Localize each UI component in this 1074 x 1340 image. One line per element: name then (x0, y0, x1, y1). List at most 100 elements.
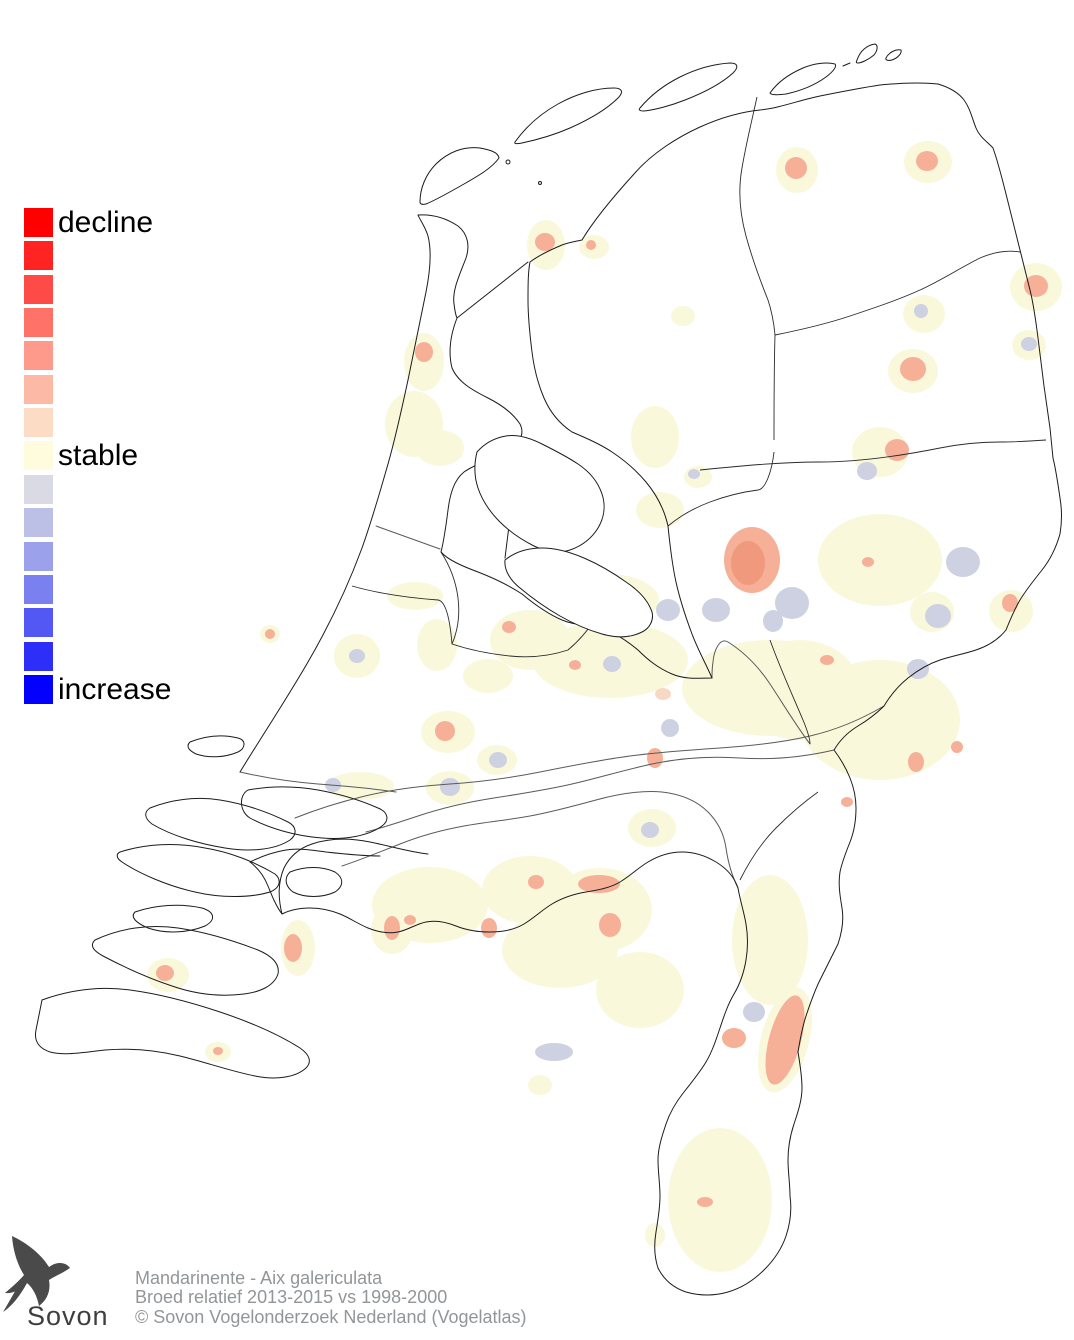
sovon-logo (3, 1236, 70, 1312)
trend-blob (645, 1223, 665, 1247)
afsluitdijk (456, 261, 529, 319)
legend-label: increase (58, 672, 172, 706)
river-waal (294, 705, 885, 819)
brabant-west-coast (278, 838, 429, 915)
trend-blob (785, 157, 807, 179)
islet-rottum (885, 49, 902, 61)
island-noord-beveland (132, 904, 213, 933)
trend-blob (697, 1197, 713, 1207)
trend-blob (265, 629, 275, 639)
legend-swatch (24, 241, 53, 271)
legend-item: decline (24, 206, 154, 239)
border-drenthe-overijssel (699, 439, 1047, 471)
legend-label: decline (58, 206, 154, 239)
legend-swatch (24, 408, 53, 438)
trend-blob (384, 916, 400, 940)
trend-blob (603, 656, 621, 672)
trend-blob (416, 430, 464, 466)
border-friesland-drenthe (773, 334, 776, 441)
rivers-group (239, 525, 885, 889)
trend-blob (213, 1047, 223, 1055)
island-schouwen (116, 844, 280, 897)
island-goeree (145, 797, 296, 851)
legend-swatch (24, 574, 53, 604)
trend-blob (569, 660, 581, 670)
legend-item (24, 474, 53, 504)
trend-blob (489, 752, 507, 768)
trend-blob (841, 797, 853, 807)
trend-blob (404, 915, 416, 925)
period-subtitle: Broed relatief 2013-2015 vs 1998-2000 (135, 1287, 448, 1308)
sovon-logo-text: Sovon (27, 1301, 109, 1331)
islet-small (842, 62, 851, 67)
trend-blob (440, 778, 460, 796)
wadden-islands-group (419, 43, 902, 205)
trend-blob (732, 875, 808, 1005)
legend-item (24, 274, 53, 304)
trend-blob (1002, 594, 1018, 612)
legend-swatch (24, 341, 53, 371)
trend-blob (415, 342, 433, 362)
legend-item (24, 308, 53, 338)
river-rijn-lek (365, 749, 835, 833)
trend-blob (481, 918, 497, 938)
coastline-group (239, 82, 1062, 1296)
trend-blob (535, 1043, 573, 1061)
border-friesland-overijssel (667, 451, 775, 527)
island-texel (419, 147, 500, 205)
legend-item (24, 408, 53, 438)
trend-blob-layer (147, 141, 1062, 1272)
trend-blob (502, 621, 516, 633)
island-walcheren-beveland (91, 926, 279, 996)
trend-blob (818, 514, 942, 606)
mainland-coast (249, 82, 1062, 1296)
legend-item: increase (24, 672, 172, 706)
islet-dot2 (538, 181, 542, 185)
trend-blob (372, 867, 488, 943)
trend-blob (763, 610, 783, 632)
island-schiermonnikoog (855, 43, 878, 64)
islet-dot (505, 159, 511, 165)
trend-blob (731, 541, 765, 585)
trend-blob (586, 240, 596, 250)
province-borders-group (351, 96, 1047, 881)
trend-blob (775, 587, 809, 619)
map-caption: Mandarinente - Aix galericulata Broed re… (135, 1268, 527, 1327)
trend-blob (656, 599, 680, 621)
border-brabant-limburg (739, 791, 819, 881)
trend-blob (387, 582, 443, 610)
flevoland-polder (504, 547, 653, 638)
legend-swatch (24, 274, 53, 304)
trend-blob (502, 912, 618, 988)
trend-blob (916, 151, 938, 171)
river-ijssel (711, 640, 811, 745)
trend-blob (722, 1028, 746, 1048)
trend-blob (636, 492, 684, 528)
legend-swatch (24, 641, 53, 671)
legend-item (24, 608, 53, 638)
maasvlakte-harbour (187, 735, 245, 758)
trend-blob (661, 719, 679, 737)
trend-blob (702, 598, 730, 622)
trend-blob (671, 306, 695, 326)
trend-blob (599, 913, 621, 937)
trend-blob (284, 934, 302, 962)
nieuwe-waterweg (239, 771, 397, 793)
legend-swatch (24, 308, 53, 338)
border-groningen-drenthe (774, 250, 1021, 336)
trend-blob (862, 557, 874, 567)
trend-blob (1024, 275, 1048, 297)
west-coast (239, 214, 431, 773)
river-maas (341, 791, 739, 889)
delta-islands-group (35, 735, 429, 1079)
island-ameland (769, 62, 837, 96)
border-overijssel-gelderland (769, 639, 811, 745)
legend-item: stable (24, 441, 138, 471)
trend-blob (641, 822, 659, 838)
copyright-line: © Sovon Vogelonderzoek Nederland (Vogela… (135, 1306, 527, 1327)
trend-blob (631, 406, 679, 468)
legend-item (24, 241, 53, 271)
legend-swatch (24, 441, 53, 471)
